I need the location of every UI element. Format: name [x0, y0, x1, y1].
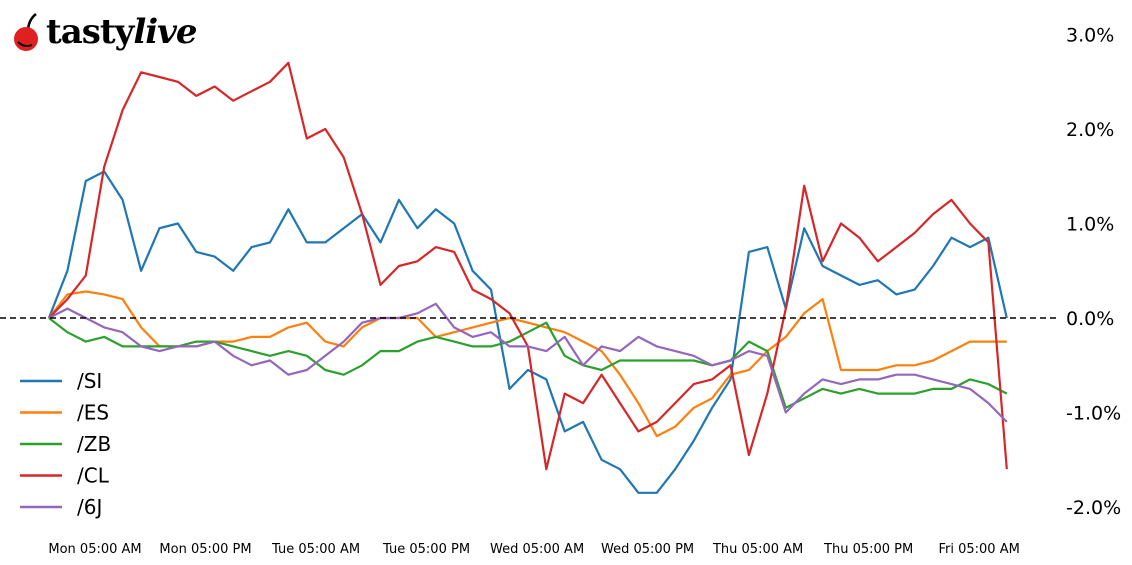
x-tick-label: Tue 05:00 AM [271, 542, 360, 557]
x-tick-label: Wed 05:00 AM [490, 542, 584, 557]
x-tick-label: Tue 05:00 PM [382, 542, 470, 557]
x-axis: Mon 05:00 AM Mon 05:00 PM Tue 05:00 AM Tue … [48, 542, 1019, 557]
legend-item: /ZB [20, 432, 111, 456]
y-axis: 3.0% 2.0% 1.0% 0.0% -1.0% -2.0% [1066, 25, 1121, 520]
legend-label: /ZB [77, 432, 111, 456]
tastylive-logo: tastylive [12, 10, 198, 54]
y-tick-label: -1.0% [1066, 403, 1121, 425]
legend: /SI/ES/ZB/CL/6J [20, 369, 111, 519]
y-tick-label: 3.0% [1066, 25, 1114, 47]
legend-item: /CL [20, 464, 110, 488]
logo-wordmark: tastylive [46, 12, 198, 52]
cherry-icon [14, 13, 38, 51]
series-lines [47, 61, 1008, 494]
y-tick-label: 0.0% [1066, 308, 1114, 330]
legend-item: /6J [20, 495, 102, 519]
x-tick-label: Wed 05:00 PM [601, 542, 694, 557]
series-line-zb [48, 317, 1008, 409]
x-tick-label: Mon 05:00 AM [48, 542, 141, 557]
series-line-6j [48, 302, 1008, 423]
series-line-es [48, 290, 1007, 438]
x-tick-label: Mon 05:00 PM [159, 542, 251, 557]
legend-label: /SI [77, 369, 102, 393]
legend-label: /CL [77, 464, 110, 488]
series-line-cl [48, 61, 1008, 471]
series-line-si [47, 170, 1008, 494]
y-tick-label: 2.0% [1066, 119, 1114, 141]
x-tick-label: Thu 05:00 AM [712, 542, 803, 557]
y-tick-label: 1.0% [1066, 214, 1114, 236]
legend-label: /ES [77, 401, 109, 425]
x-tick-label: Thu 05:00 PM [823, 542, 913, 557]
x-tick-label: Fri 05:00 AM [938, 542, 1019, 557]
y-tick-label: -2.0% [1066, 497, 1121, 519]
legend-label: /6J [77, 495, 102, 519]
legend-item: /SI [20, 369, 102, 393]
legend-item: /ES [20, 401, 109, 425]
